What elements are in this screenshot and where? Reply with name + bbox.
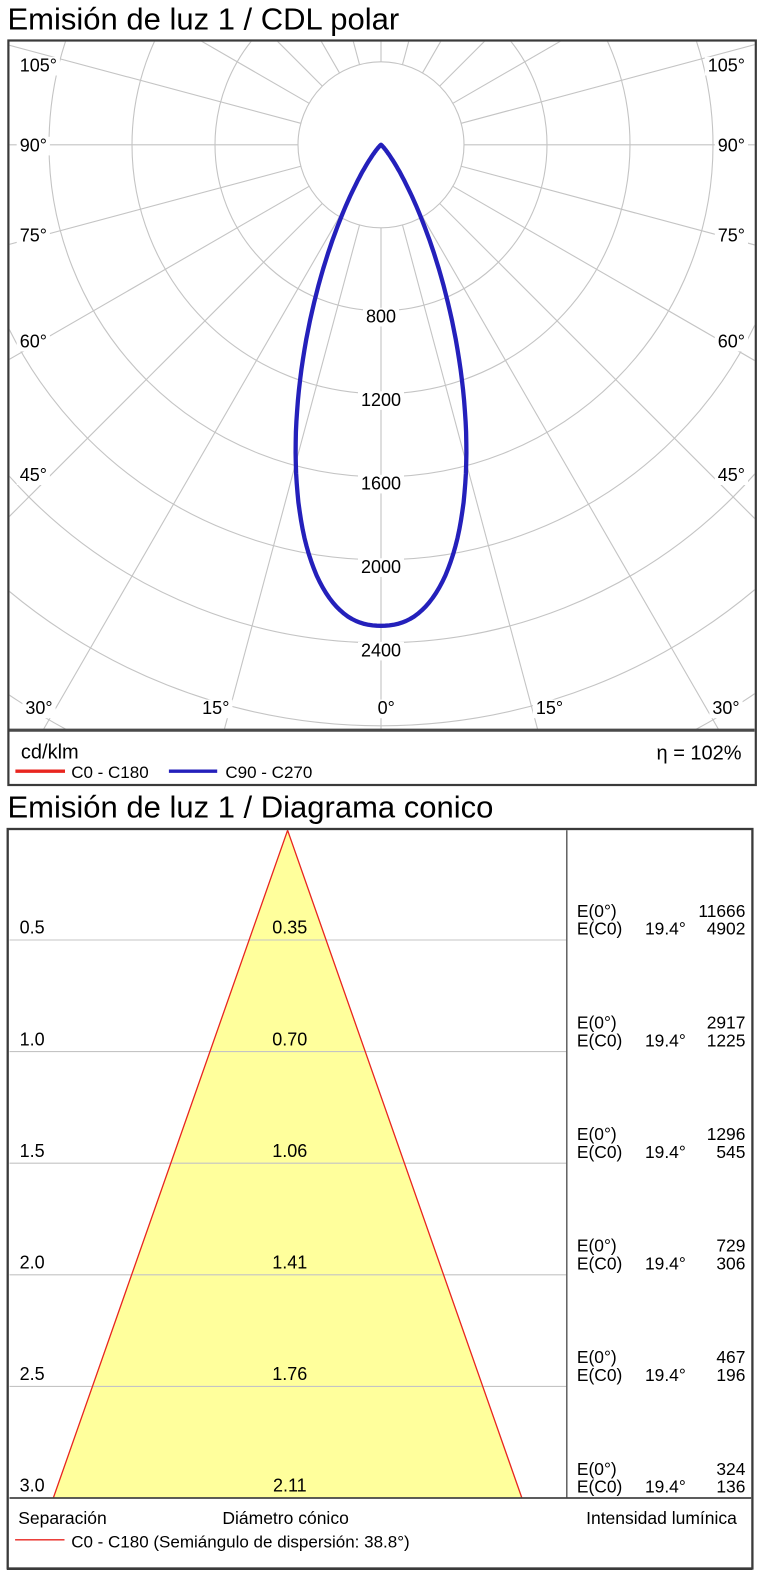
svg-text:15°: 15° bbox=[202, 698, 229, 718]
svg-text:2.0: 2.0 bbox=[20, 1253, 45, 1273]
svg-text:45°: 45° bbox=[20, 465, 47, 485]
svg-text:90°: 90° bbox=[718, 135, 745, 155]
svg-text:0.70: 0.70 bbox=[272, 1029, 307, 1049]
svg-text:60°: 60° bbox=[718, 331, 745, 351]
svg-text:45°: 45° bbox=[718, 465, 745, 485]
svg-text:19.4°: 19.4° bbox=[645, 1477, 686, 1497]
svg-text:545: 545 bbox=[716, 1142, 745, 1162]
svg-text:E(0°): E(0°) bbox=[577, 1124, 617, 1144]
svg-text:1296: 1296 bbox=[707, 1124, 746, 1144]
svg-text:75°: 75° bbox=[20, 226, 47, 246]
svg-text:2917: 2917 bbox=[707, 1012, 746, 1032]
svg-text:467: 467 bbox=[716, 1347, 745, 1367]
svg-text:75°: 75° bbox=[718, 226, 745, 246]
svg-text:C0 - C180 (Semiángulo de dispe: C0 - C180 (Semiángulo de dispersión: 38.… bbox=[71, 1533, 409, 1552]
svg-text:E(C0): E(C0) bbox=[577, 1142, 622, 1162]
svg-text:15°: 15° bbox=[536, 698, 563, 718]
svg-text:2000: 2000 bbox=[361, 557, 401, 577]
svg-text:729: 729 bbox=[716, 1236, 745, 1256]
svg-text:324: 324 bbox=[716, 1459, 745, 1479]
svg-text:Intensidad lumínica: Intensidad lumínica bbox=[586, 1508, 737, 1528]
svg-text:0.35: 0.35 bbox=[272, 918, 307, 938]
svg-text:800: 800 bbox=[366, 306, 396, 326]
svg-text:E(C0): E(C0) bbox=[577, 1030, 622, 1050]
svg-text:Separación: Separación bbox=[18, 1508, 107, 1528]
svg-text:E(0°): E(0°) bbox=[577, 1236, 617, 1256]
svg-text:1.41: 1.41 bbox=[272, 1253, 307, 1273]
svg-text:C0 - C180: C0 - C180 bbox=[71, 763, 148, 782]
svg-text:Diámetro cónico: Diámetro cónico bbox=[222, 1508, 348, 1528]
svg-text:19.4°: 19.4° bbox=[645, 919, 686, 939]
svg-text:19.4°: 19.4° bbox=[645, 1030, 686, 1050]
svg-text:30°: 30° bbox=[712, 698, 739, 718]
svg-text:136: 136 bbox=[716, 1477, 745, 1497]
svg-text:η = 102%: η = 102% bbox=[657, 743, 742, 765]
svg-text:E(C0): E(C0) bbox=[577, 1365, 622, 1385]
svg-text:2.5: 2.5 bbox=[20, 1364, 45, 1384]
svg-text:1225: 1225 bbox=[707, 1030, 746, 1050]
svg-text:60°: 60° bbox=[20, 331, 47, 351]
svg-text:0.5: 0.5 bbox=[20, 918, 45, 938]
svg-text:30°: 30° bbox=[25, 698, 52, 718]
svg-text:E(0°): E(0°) bbox=[577, 901, 617, 921]
svg-text:E(C0): E(C0) bbox=[577, 1477, 622, 1497]
svg-text:1.76: 1.76 bbox=[272, 1364, 307, 1384]
svg-text:306: 306 bbox=[716, 1254, 745, 1274]
svg-text:19.4°: 19.4° bbox=[645, 1142, 686, 1162]
svg-text:1600: 1600 bbox=[361, 473, 401, 493]
svg-text:1.06: 1.06 bbox=[272, 1141, 307, 1161]
svg-text:E(0°): E(0°) bbox=[577, 1459, 617, 1479]
svg-text:105°: 105° bbox=[708, 56, 745, 76]
svg-text:cd/klm: cd/klm bbox=[21, 742, 79, 764]
svg-text:E(0°): E(0°) bbox=[577, 1012, 617, 1032]
svg-text:105°: 105° bbox=[20, 56, 57, 76]
svg-text:19.4°: 19.4° bbox=[645, 1254, 686, 1274]
svg-text:11666: 11666 bbox=[698, 901, 745, 921]
svg-text:E(0°): E(0°) bbox=[577, 1347, 617, 1367]
svg-text:196: 196 bbox=[716, 1365, 745, 1385]
svg-text:E(C0): E(C0) bbox=[577, 1254, 622, 1274]
svg-text:1.0: 1.0 bbox=[20, 1029, 45, 1049]
svg-text:C90 - C270: C90 - C270 bbox=[225, 763, 312, 782]
svg-text:1.5: 1.5 bbox=[20, 1141, 45, 1161]
svg-text:1200: 1200 bbox=[361, 390, 401, 410]
svg-text:2.11: 2.11 bbox=[273, 1476, 307, 1496]
svg-text:2400: 2400 bbox=[361, 640, 401, 660]
svg-text:0°: 0° bbox=[378, 698, 395, 718]
svg-text:E(C0): E(C0) bbox=[577, 919, 622, 939]
svg-text:Emisión de luz 1 / CDL polar: Emisión de luz 1 / CDL polar bbox=[8, 2, 400, 37]
svg-text:Emisión de luz 1 / Diagrama co: Emisión de luz 1 / Diagrama conico bbox=[8, 789, 494, 824]
svg-text:19.4°: 19.4° bbox=[645, 1365, 686, 1385]
svg-text:90°: 90° bbox=[20, 135, 47, 155]
svg-text:4902: 4902 bbox=[707, 919, 746, 939]
svg-text:3.0: 3.0 bbox=[20, 1476, 45, 1496]
